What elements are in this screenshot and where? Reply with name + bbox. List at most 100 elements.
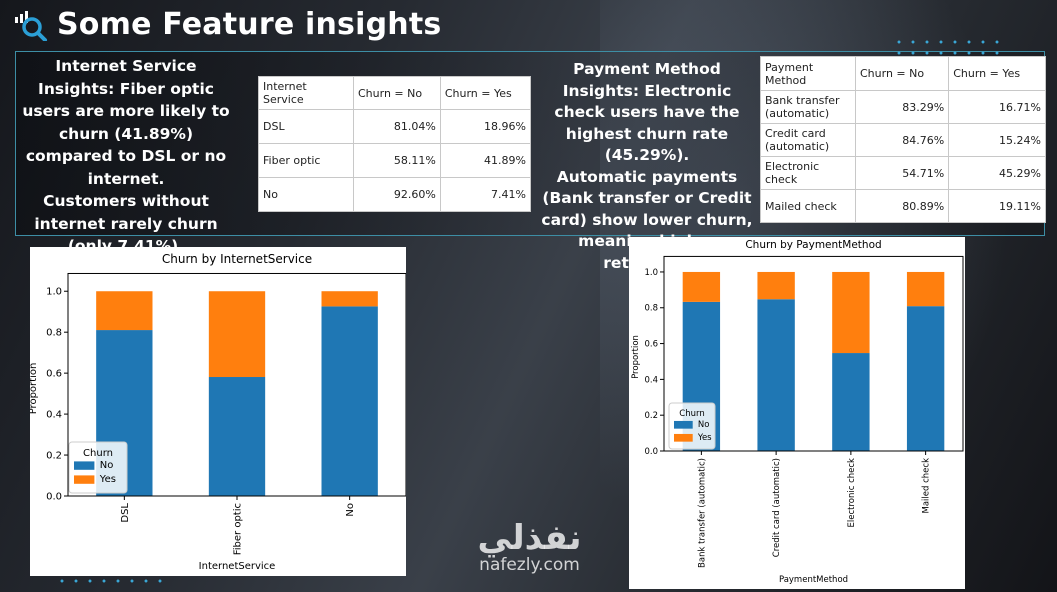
y-tick-label: 0.6 bbox=[644, 340, 658, 350]
table-row: Fiber optic 58.11% 41.89% bbox=[258, 143, 532, 178]
legend-swatch-no bbox=[674, 420, 693, 429]
table-row: Electronic check 54.71% 45.29% bbox=[760, 156, 1046, 190]
table-cell: No bbox=[258, 177, 354, 212]
table-cell: 45.29% bbox=[948, 156, 1046, 190]
internet-service-table: Internet Service Churn = No Churn = Yes … bbox=[258, 76, 532, 212]
watermark-arabic: نفذلي bbox=[477, 518, 582, 558]
bar-yes bbox=[906, 271, 945, 307]
plot-frame bbox=[67, 272, 406, 497]
table-cell: DSL bbox=[258, 109, 354, 144]
y-tick-label: 0.0 bbox=[644, 447, 658, 457]
y-tick-label: 0.8 bbox=[644, 304, 658, 314]
decorative-dots bbox=[892, 51, 1004, 55]
table-row: No 92.60% 7.41% bbox=[258, 177, 532, 212]
x-tick-label: Credit card (automatic) bbox=[772, 458, 782, 557]
table-header-cell: Payment Method bbox=[760, 56, 856, 91]
table-header-row: Internet Service Churn = No Churn = Yes bbox=[258, 76, 532, 110]
table-header-cell: Churn = No bbox=[353, 76, 441, 110]
table-row: DSL 81.04% 18.96% bbox=[258, 109, 532, 144]
y-tick-label: 1.0 bbox=[644, 268, 658, 278]
analytics-search-icon bbox=[15, 11, 47, 41]
internet-service-chart-panel: Churn by InternetService 0.0 0.2 0.4 0.6 0.8 1… bbox=[30, 247, 406, 576]
y-axis-label: Proportion bbox=[30, 363, 39, 415]
table-cell: Bank transfer (automatic) bbox=[760, 90, 856, 124]
table-header-cell: Internet Service bbox=[258, 76, 354, 110]
bar-no bbox=[208, 377, 266, 496]
table-cell: 41.89% bbox=[439, 143, 532, 178]
chart-title: Churn by InternetService bbox=[162, 252, 312, 266]
x-tick-label: DSL bbox=[120, 503, 131, 523]
bar-yes bbox=[321, 291, 378, 307]
legend-swatch-no bbox=[74, 461, 95, 470]
internet-insight-paragraph: Internet Service Insights: Fiber optic u… bbox=[22, 57, 230, 188]
bar-no bbox=[832, 353, 870, 451]
table-cell: 7.41% bbox=[439, 177, 532, 212]
chart-title: Churn by PaymentMethod bbox=[745, 239, 881, 251]
bar-yes bbox=[208, 291, 266, 378]
table-header-cell: Churn = Yes bbox=[948, 56, 1046, 91]
table-row: Mailed check 80.89% 19.11% bbox=[760, 189, 1046, 223]
x-axis-label: InternetService bbox=[199, 561, 276, 572]
payment-method-chart-panel: Churn by PaymentMethod 0.0 0.2 0.4 0.6 0.8 1.0… bbox=[629, 237, 965, 589]
table-cell: 19.11% bbox=[948, 189, 1046, 223]
table-row: Bank transfer (automatic) 83.29% 16.71% bbox=[760, 90, 1046, 124]
x-tick-label: Bank transfer (automatic) bbox=[697, 458, 707, 568]
table-cell: Fiber optic bbox=[258, 143, 354, 178]
bar-yes bbox=[682, 271, 721, 302]
legend-label: Yes bbox=[697, 433, 712, 443]
legend-title: Churn bbox=[679, 409, 704, 419]
table-cell: 18.96% bbox=[439, 109, 532, 144]
x-tick-label: No bbox=[345, 503, 356, 517]
bar-yes bbox=[96, 291, 153, 331]
bar-no bbox=[757, 299, 795, 451]
plot-frame bbox=[663, 255, 964, 452]
legend-swatch-yes bbox=[74, 475, 95, 484]
x-tick-label: Mailed check bbox=[922, 458, 932, 514]
internet-service-chart: Churn by InternetService 0.0 0.2 0.4 0.6 0.8 1… bbox=[30, 252, 406, 572]
internet-insight-text: Internet Service Insights: Fiber optic u… bbox=[16, 55, 236, 258]
y-tick-label: 0.4 bbox=[46, 410, 62, 421]
y-tick-label: 0.4 bbox=[644, 375, 658, 385]
payment-insight-paragraph: Payment Method Insights: Electronic chec… bbox=[554, 60, 740, 164]
payment-method-table: Payment Method Churn = No Churn = Yes Ba… bbox=[760, 56, 1046, 223]
table-header-cell: Churn = Yes bbox=[439, 76, 532, 110]
decorative-dots bbox=[892, 40, 1004, 44]
x-axis-label: PaymentMethod bbox=[779, 575, 848, 585]
table-row: Credit card (automatic) 84.76% 15.24% bbox=[760, 123, 1046, 157]
bar-no bbox=[906, 306, 945, 451]
payment-method-chart: Churn by PaymentMethod 0.0 0.2 0.4 0.6 0.8 1.0… bbox=[631, 239, 964, 585]
watermark-latin: nafezly.com bbox=[479, 555, 580, 575]
y-tick-label: 0.0 bbox=[46, 492, 62, 503]
table-cell: 92.60% bbox=[353, 177, 441, 212]
table-cell: 15.24% bbox=[948, 123, 1046, 157]
y-tick-label: 1.0 bbox=[46, 287, 62, 298]
x-tick-label: Electronic check bbox=[847, 458, 857, 528]
legend-title: Churn bbox=[83, 448, 113, 459]
table-cell: Mailed check bbox=[760, 189, 856, 223]
table-header-row: Payment Method Churn = No Churn = Yes bbox=[760, 56, 1046, 91]
table-cell: 84.76% bbox=[854, 123, 950, 157]
table-header-cell: Churn = No bbox=[854, 56, 950, 91]
table-cell: 80.89% bbox=[854, 189, 950, 223]
legend-swatch-yes bbox=[674, 433, 693, 442]
table-cell: Credit card (automatic) bbox=[760, 123, 856, 157]
bar-yes bbox=[757, 271, 795, 300]
legend-label: No bbox=[698, 420, 710, 430]
legend-label: No bbox=[100, 460, 114, 471]
y-tick-label: 0.2 bbox=[46, 451, 62, 462]
decorative-dots bbox=[55, 579, 165, 583]
legend-label: Yes bbox=[99, 474, 116, 485]
table-cell: 81.04% bbox=[353, 109, 441, 144]
bar-yes bbox=[832, 271, 870, 354]
table-cell: 83.29% bbox=[854, 90, 950, 124]
table-cell: Electronic check bbox=[760, 156, 856, 190]
bar-no bbox=[321, 306, 378, 496]
page-title: Some Feature insights bbox=[57, 7, 442, 42]
table-cell: 54.71% bbox=[854, 156, 950, 190]
y-tick-label: 0.6 bbox=[46, 369, 62, 380]
x-tick-label: Fiber optic bbox=[233, 503, 244, 555]
watermark: نفذلي nafezly.com bbox=[462, 520, 597, 574]
table-cell: 16.71% bbox=[948, 90, 1046, 124]
y-tick-label: 0.8 bbox=[46, 328, 62, 339]
table-cell: 58.11% bbox=[353, 143, 441, 178]
